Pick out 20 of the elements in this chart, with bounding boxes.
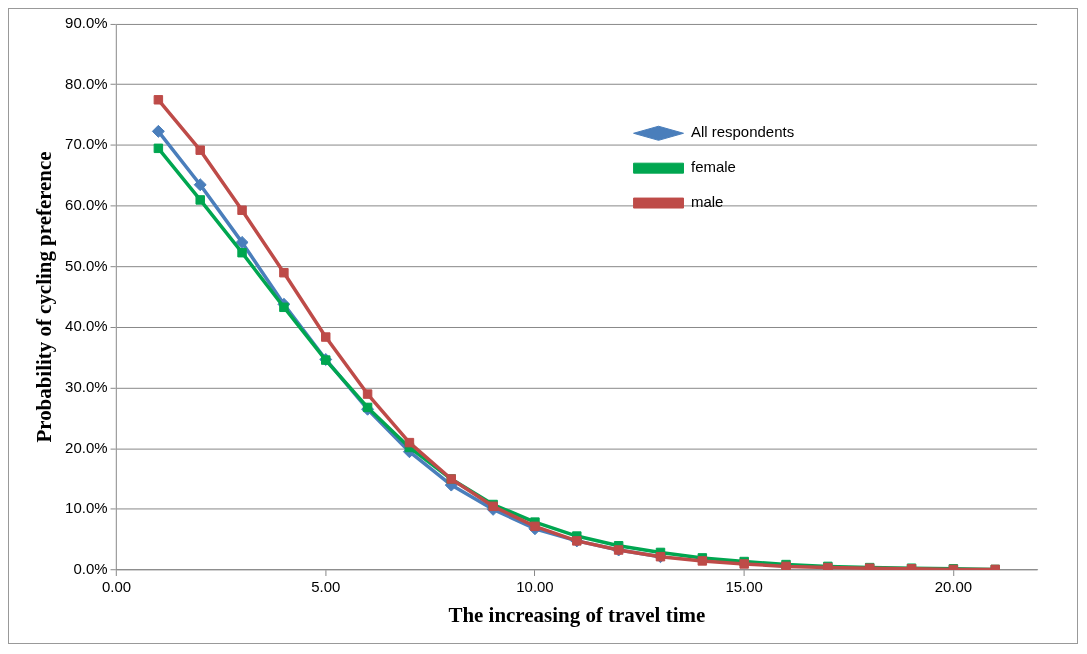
y-tick-label: 30.0% [65,378,108,396]
y-tick-label: 60.0% [65,196,108,214]
y-tick-label: 40.0% [65,317,108,335]
y-axis-title: Probability of cycling preference [31,151,56,443]
legend-label: male [690,193,724,211]
y-tick-label: 50.0% [65,256,108,274]
y-tick-label: 70.0% [65,135,108,153]
x-tick-label: 10.00 [516,578,554,596]
x-axis-title: The increasing of travel time [448,602,706,627]
x-tick-label: 20.00 [934,578,973,596]
x-tick-label: 15.00 [725,578,763,596]
x-tick-label: 5.00 [311,578,341,596]
legend-label: All respondents [690,123,795,141]
y-tick-label: 0.0% [73,560,108,578]
y-tick-label: 20.0% [65,438,108,456]
y-tick-label: 10.0% [65,499,108,517]
y-tick-label: 90.0% [65,14,108,32]
x-tick-label: 0.00 [101,578,132,596]
legend-label: female [690,158,736,176]
y-tick-label: 80.0% [65,74,108,92]
